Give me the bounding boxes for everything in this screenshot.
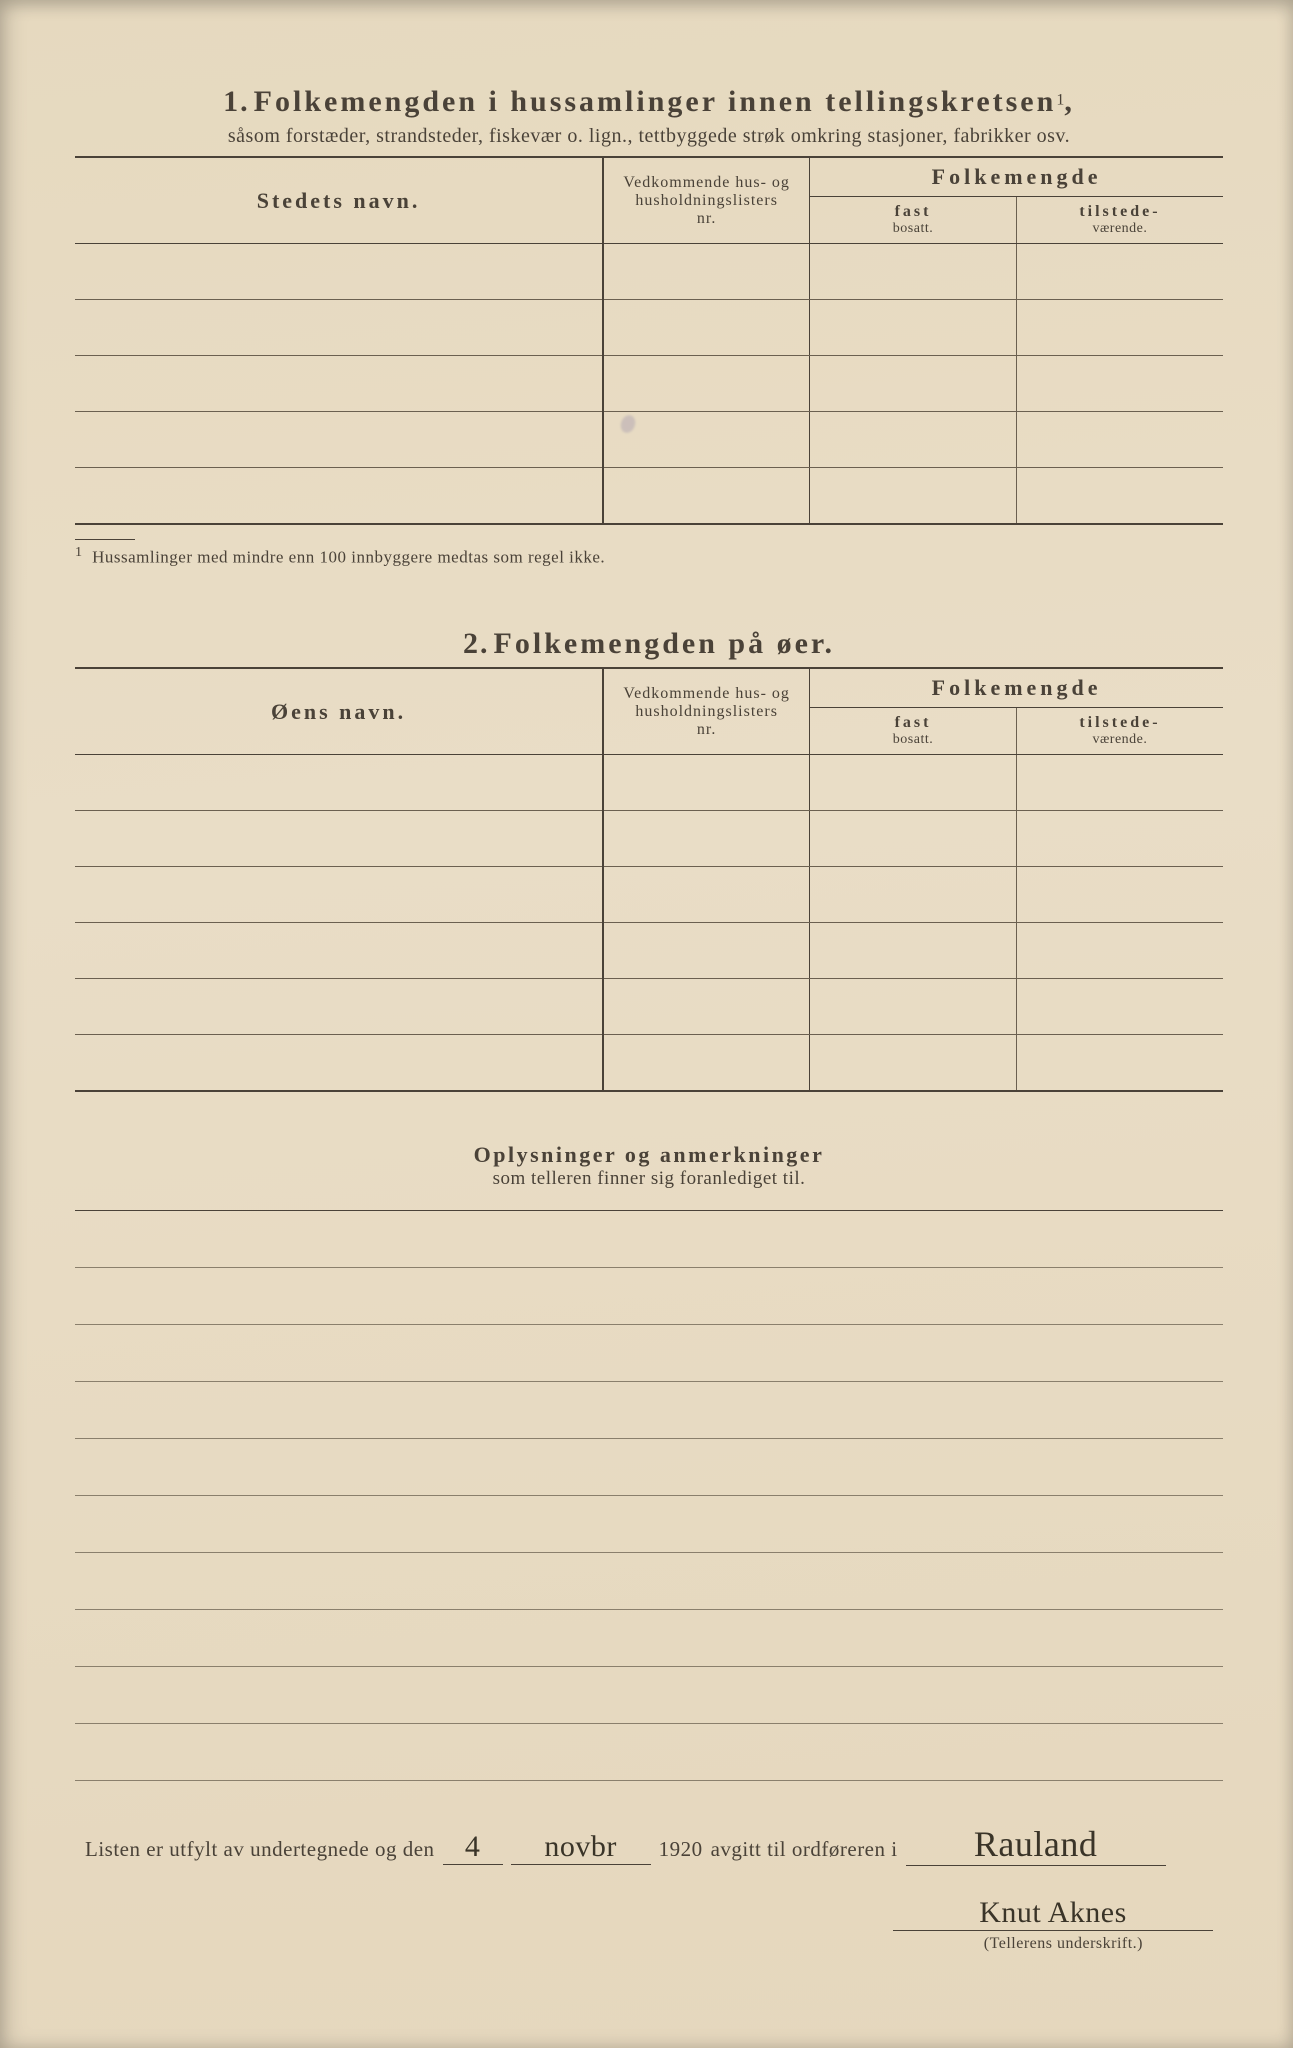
section1-heading: 1. Folkemengden i hussamlinger innen tel…: [75, 85, 1223, 119]
col-folkemengde2: Folkemengde: [810, 668, 1223, 708]
section1-number: 1.: [223, 85, 250, 118]
footer-place: Rauland: [906, 1823, 1166, 1866]
section1-title: Folkemengden i hussamlinger innen tellin…: [254, 85, 1057, 118]
ref-line1: Vedkommende hus- og: [612, 174, 801, 192]
remarks-title: Oplysninger og anmerkninger: [75, 1142, 1223, 1168]
ref-line3: nr.: [612, 210, 801, 228]
footer-month: novbr: [511, 1830, 651, 1865]
section2-heading: 2. Folkemengden på øer.: [75, 627, 1223, 661]
remarks-subtitle: som telleren finner sig foranlediget til…: [75, 1168, 1223, 1190]
section-hussamlinger: 1. Folkemengden i hussamlinger innen tel…: [75, 85, 1223, 567]
ref-line2: husholdningslisters: [612, 192, 801, 210]
table2-body: [75, 755, 1223, 1091]
col-fast2: fast bosatt.: [810, 708, 1017, 755]
ruled-line: [75, 1268, 1223, 1325]
section-oer: 2. Folkemengden på øer. Øens navn. Vedko…: [75, 627, 1223, 1092]
footer-day: 4: [443, 1830, 503, 1865]
fast-l2: bosatt.: [818, 221, 1008, 237]
ref2-line2: husholdningslisters: [612, 703, 801, 721]
fast-l1: fast: [818, 203, 1008, 221]
footer-year: 1920: [659, 1837, 703, 1862]
ruled-line: [75, 1382, 1223, 1439]
signature-area: Knut Aknes (Tellerens underskrift.): [85, 1896, 1213, 1953]
col-tilstede2: tilstede- værende.: [1016, 708, 1223, 755]
footer-mid: avgitt til ordføreren i: [711, 1837, 898, 1862]
table-row: [75, 1035, 1223, 1091]
til2-l2: værende.: [1025, 732, 1215, 748]
til2-l1: tilstede-: [1025, 714, 1215, 732]
col-tilstede: tilstede- værende.: [1016, 197, 1223, 244]
footnote-mark: 1: [75, 544, 83, 560]
table-row: [75, 412, 1223, 468]
col-ref: Vedkommende hus- og husholdningslisters …: [603, 157, 810, 244]
til-l2: værende.: [1025, 221, 1215, 237]
ruled-line: [75, 1496, 1223, 1553]
section1-punc: ,: [1064, 85, 1075, 118]
ruled-line: [75, 1553, 1223, 1610]
remarks-lines: [75, 1210, 1223, 1781]
table-row: [75, 300, 1223, 356]
col-stedets-navn: Stedets navn.: [75, 157, 603, 244]
table-row: [75, 979, 1223, 1035]
table-row: [75, 867, 1223, 923]
table-row: [75, 755, 1223, 811]
ruled-line: [75, 1610, 1223, 1667]
footnote-text: Hussamlinger med mindre enn 100 innbygge…: [92, 547, 605, 566]
ref2-line3: nr.: [612, 721, 801, 739]
col-fast: fast bosatt.: [810, 197, 1017, 244]
footer-pre: Listen er utfylt av undertegnede og den: [85, 1837, 435, 1862]
col-ref2: Vedkommende hus- og husholdningslisters …: [603, 668, 810, 755]
table-row: [75, 923, 1223, 979]
ruled-line: [75, 1667, 1223, 1724]
col-folkemengde: Folkemengde: [810, 157, 1223, 197]
ref2-line1: Vedkommende hus- og: [612, 685, 801, 703]
section2-number: 2.: [463, 627, 490, 660]
table-hussamlinger: Stedets navn. Vedkommende hus- og hushol…: [75, 156, 1223, 525]
section1-subtitle: såsom forstæder, strandsteder, fiskevær …: [75, 125, 1223, 148]
ruled-line: [75, 1325, 1223, 1382]
footer: Listen er utfylt av undertegnede og den …: [85, 1823, 1213, 1953]
signature: Knut Aknes: [893, 1896, 1213, 1931]
col-oens-navn: Øens navn.: [75, 668, 603, 755]
section2-title: Folkemengden på øer.: [494, 627, 835, 660]
table-oer: Øens navn. Vedkommende hus- og husholdni…: [75, 667, 1223, 1092]
signature-caption: (Tellerens underskrift.): [85, 1935, 1213, 1953]
table-row: [75, 244, 1223, 300]
ruled-line: [75, 1439, 1223, 1496]
ruled-line: [75, 1724, 1223, 1781]
table-row: [75, 356, 1223, 412]
til-l1: tilstede-: [1025, 203, 1215, 221]
fast2-l1: fast: [818, 714, 1008, 732]
table-row: [75, 468, 1223, 524]
fast2-l2: bosatt.: [818, 732, 1008, 748]
document-page: 1. Folkemengden i hussamlinger innen tel…: [0, 0, 1293, 2048]
table-row: [75, 811, 1223, 867]
table1-body: [75, 244, 1223, 524]
ruled-line: [75, 1211, 1223, 1268]
section1-footnote: 1 Hussamlinger med mindre enn 100 innbyg…: [75, 539, 1223, 568]
